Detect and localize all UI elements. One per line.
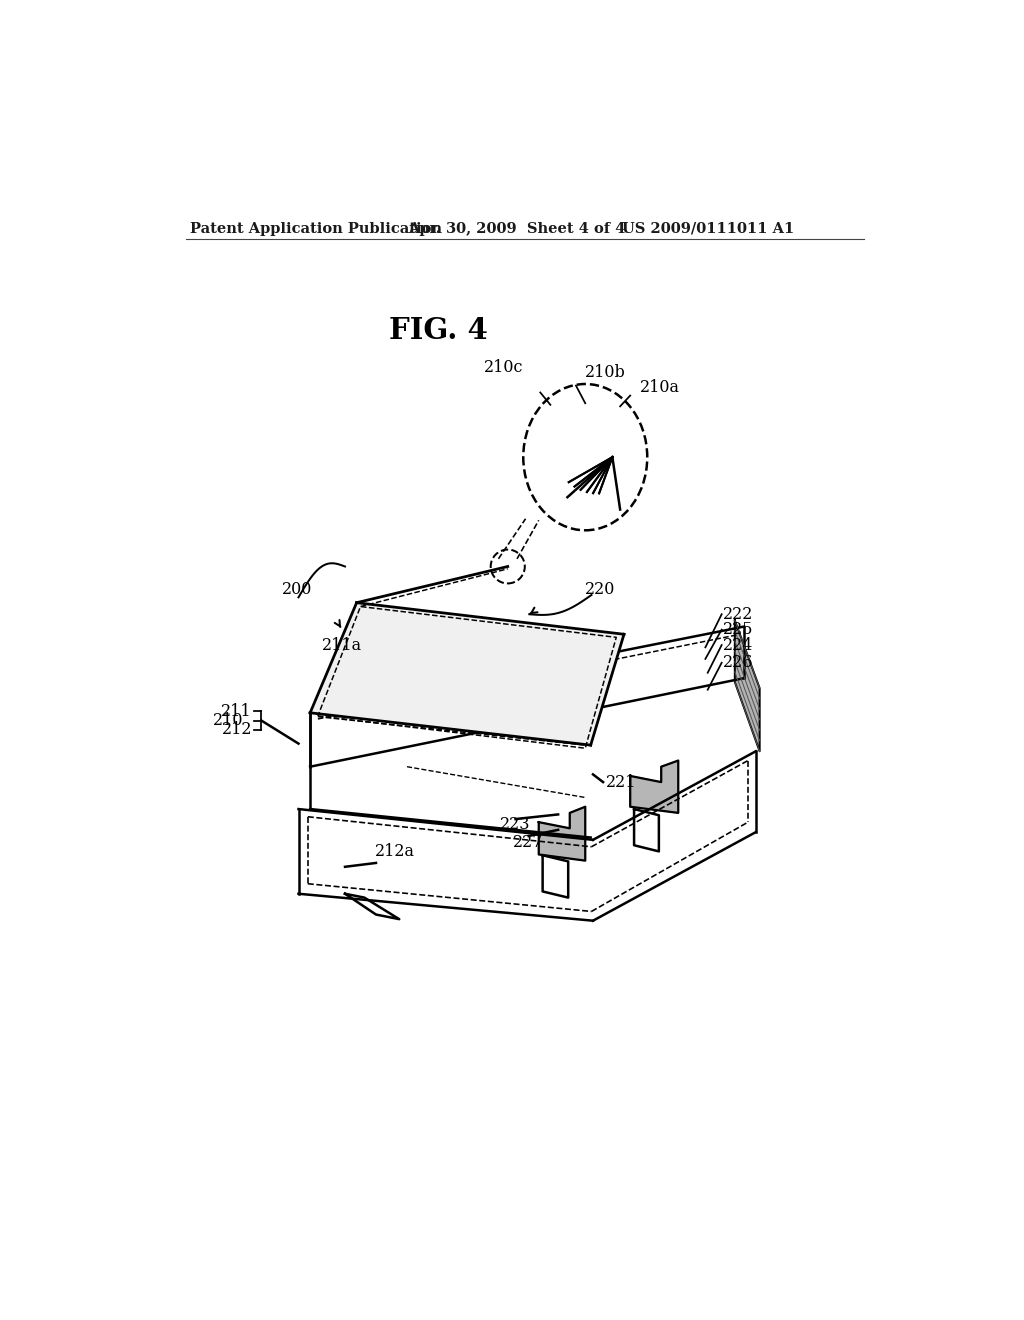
Text: 223: 223 <box>501 816 530 833</box>
Text: US 2009/0111011 A1: US 2009/0111011 A1 <box>623 222 795 235</box>
Text: 221: 221 <box>606 774 637 791</box>
Polygon shape <box>310 603 624 744</box>
Text: 211a: 211a <box>322 636 361 653</box>
Polygon shape <box>735 620 760 751</box>
Text: 211: 211 <box>221 702 252 719</box>
Text: 210c: 210c <box>483 359 523 376</box>
Polygon shape <box>539 807 586 861</box>
Text: 200: 200 <box>282 581 312 598</box>
Polygon shape <box>630 760 678 813</box>
Text: 226: 226 <box>723 655 754 672</box>
Text: Patent Application Publication: Patent Application Publication <box>190 222 442 235</box>
Text: 224: 224 <box>723 636 754 653</box>
Text: 227: 227 <box>513 834 544 850</box>
Text: 210b: 210b <box>586 364 626 381</box>
Text: 212: 212 <box>221 721 252 738</box>
Text: 222: 222 <box>723 606 754 623</box>
Text: 210: 210 <box>213 711 244 729</box>
Text: 220: 220 <box>586 581 615 598</box>
Text: Apr. 30, 2009  Sheet 4 of 4: Apr. 30, 2009 Sheet 4 of 4 <box>409 222 626 235</box>
Text: 225: 225 <box>723 622 754 638</box>
Text: FIG. 4: FIG. 4 <box>388 317 487 346</box>
Text: 212a: 212a <box>376 843 416 859</box>
Text: 210a: 210a <box>640 379 680 396</box>
